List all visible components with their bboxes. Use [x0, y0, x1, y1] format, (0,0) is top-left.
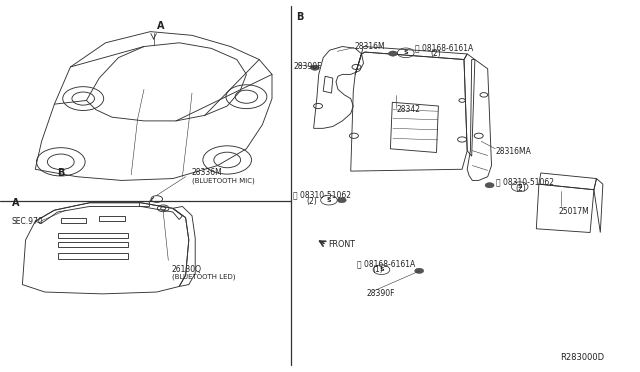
Text: 28336M: 28336M [192, 169, 223, 177]
Text: Ⓢ 08168-6161A: Ⓢ 08168-6161A [357, 259, 415, 268]
Text: 28316MA: 28316MA [496, 147, 532, 156]
Circle shape [388, 51, 397, 56]
Text: S: S [517, 184, 522, 189]
Circle shape [337, 198, 346, 203]
Circle shape [415, 268, 424, 273]
Text: 26130Q: 26130Q [172, 265, 202, 274]
Text: S: S [326, 198, 332, 203]
Circle shape [485, 183, 494, 188]
Circle shape [310, 65, 319, 70]
Bar [139, 201, 149, 206]
Text: A: A [12, 198, 19, 208]
Text: S: S [379, 267, 384, 272]
Text: 28390F: 28390F [366, 289, 395, 298]
Text: (2): (2) [430, 49, 441, 58]
Text: SEC.970: SEC.970 [12, 217, 44, 226]
Text: 28342: 28342 [397, 105, 421, 114]
Text: (2): (2) [515, 184, 526, 193]
Text: (BLUETOOTH LED): (BLUETOOTH LED) [172, 273, 235, 280]
Text: FRONT: FRONT [328, 240, 355, 249]
Text: (1): (1) [372, 265, 383, 274]
Text: B: B [58, 168, 65, 178]
Text: 28316M: 28316M [355, 42, 385, 51]
Text: Ⓢ 08168-6161A: Ⓢ 08168-6161A [415, 43, 473, 52]
Text: (2): (2) [306, 197, 317, 206]
Text: A: A [157, 21, 164, 31]
Text: Ⓢ 08310-51062: Ⓢ 08310-51062 [496, 177, 554, 186]
Text: Ⓢ 08310-51062: Ⓢ 08310-51062 [293, 190, 351, 199]
Text: (BLUETOOTH MIC): (BLUETOOTH MIC) [192, 177, 255, 184]
Text: R283000D: R283000D [560, 353, 604, 362]
Text: S: S [403, 50, 408, 55]
Text: B: B [296, 12, 304, 22]
Text: 28390F: 28390F [293, 62, 322, 71]
Text: 25017M: 25017M [558, 207, 589, 216]
